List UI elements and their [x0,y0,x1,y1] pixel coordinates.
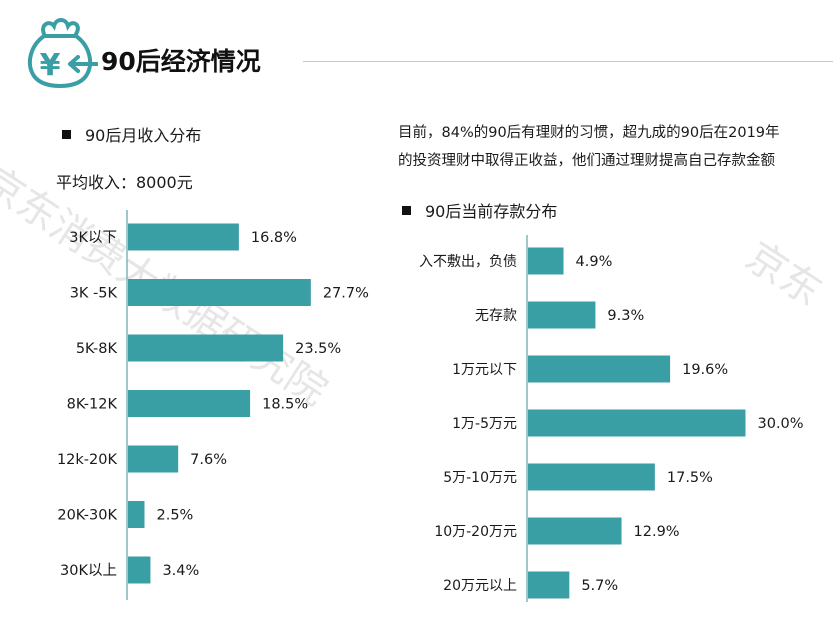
page-title: 90后经济情况 [101,47,261,76]
data-label: 5.7% [581,578,618,594]
savings-bar-chart: 入不敷出，负债 4.9% 无存款 9.3% 1万元以下 19.6% 1万-5万元 30.0% 5… [419,235,804,602]
category-label: 1万元以下 [452,362,517,378]
category-label: 20万元以上 [443,578,517,594]
income-bar-chart: 3K以下 16.8% 3K -5K 27.7% 5K-8K 23.5% 8K-12K 18.5… [57,210,369,600]
bar [528,409,746,437]
data-label: 4.9% [576,254,613,270]
data-label: 3.4% [162,563,199,579]
average-income-text: 平均收入：8000元 [56,173,193,192]
bar [128,390,251,417]
category-label: 无存款 [475,308,517,324]
data-label: 17.5% [667,470,713,486]
bullet-square [62,130,71,139]
category-label: 1万-5万元 [452,416,517,432]
category-label: 3K以下 [69,230,117,246]
bar [128,334,284,362]
bar [528,517,622,545]
bar [128,445,179,473]
bullet-square [402,206,411,215]
bar [528,571,570,599]
bar [128,223,239,251]
data-label: 2.5% [157,508,194,524]
header-logo: ¥ [20,14,100,92]
data-label: 19.6% [682,362,728,378]
savings-title-text: 90后当前存款分布 [425,202,558,221]
data-label: 7.6% [190,452,227,468]
money-bag-icon: ¥ [27,18,100,88]
summary-line-2: 的投资理财中取得正收益，他们通过理财提高自己存款金额 [398,153,775,169]
bar [528,301,596,329]
data-label: 16.8% [251,230,297,246]
category-label: 10万-20万元 [434,524,517,540]
data-label: 30.0% [758,416,804,432]
income-title-text: 90后月收入分布 [85,126,202,145]
summary-line-1: 目前，84%的90后有理财的习惯，超九成的90后在2019年 [398,125,780,141]
bar [128,501,145,528]
category-label: 30K以上 [60,562,117,579]
category-label: 12k-20K [57,452,118,468]
category-label: 8K-12K [67,397,118,413]
category-label: 5K-8K [76,341,118,357]
data-label: 12.9% [634,524,680,540]
category-label: 20K-30K [57,508,117,524]
data-label: 9.3% [607,308,644,324]
category-label: 3K -5K [70,286,118,302]
bar [528,463,655,491]
data-label: 18.5% [262,397,308,413]
data-label: 23.5% [295,341,341,357]
category-label: 5万-10万元 [443,470,517,486]
bar [528,247,564,275]
bar [528,355,671,383]
header-divider [303,61,833,62]
data-label: 27.7% [323,286,369,302]
savings-section-title: 90后当前存款分布 [402,198,557,222]
bar [128,556,151,584]
bar [128,279,311,306]
yen-symbol: ¥ [40,48,61,83]
category-label: 入不敷出，负债 [419,254,517,270]
income-section-title: 90后月收入分布 [62,122,201,146]
